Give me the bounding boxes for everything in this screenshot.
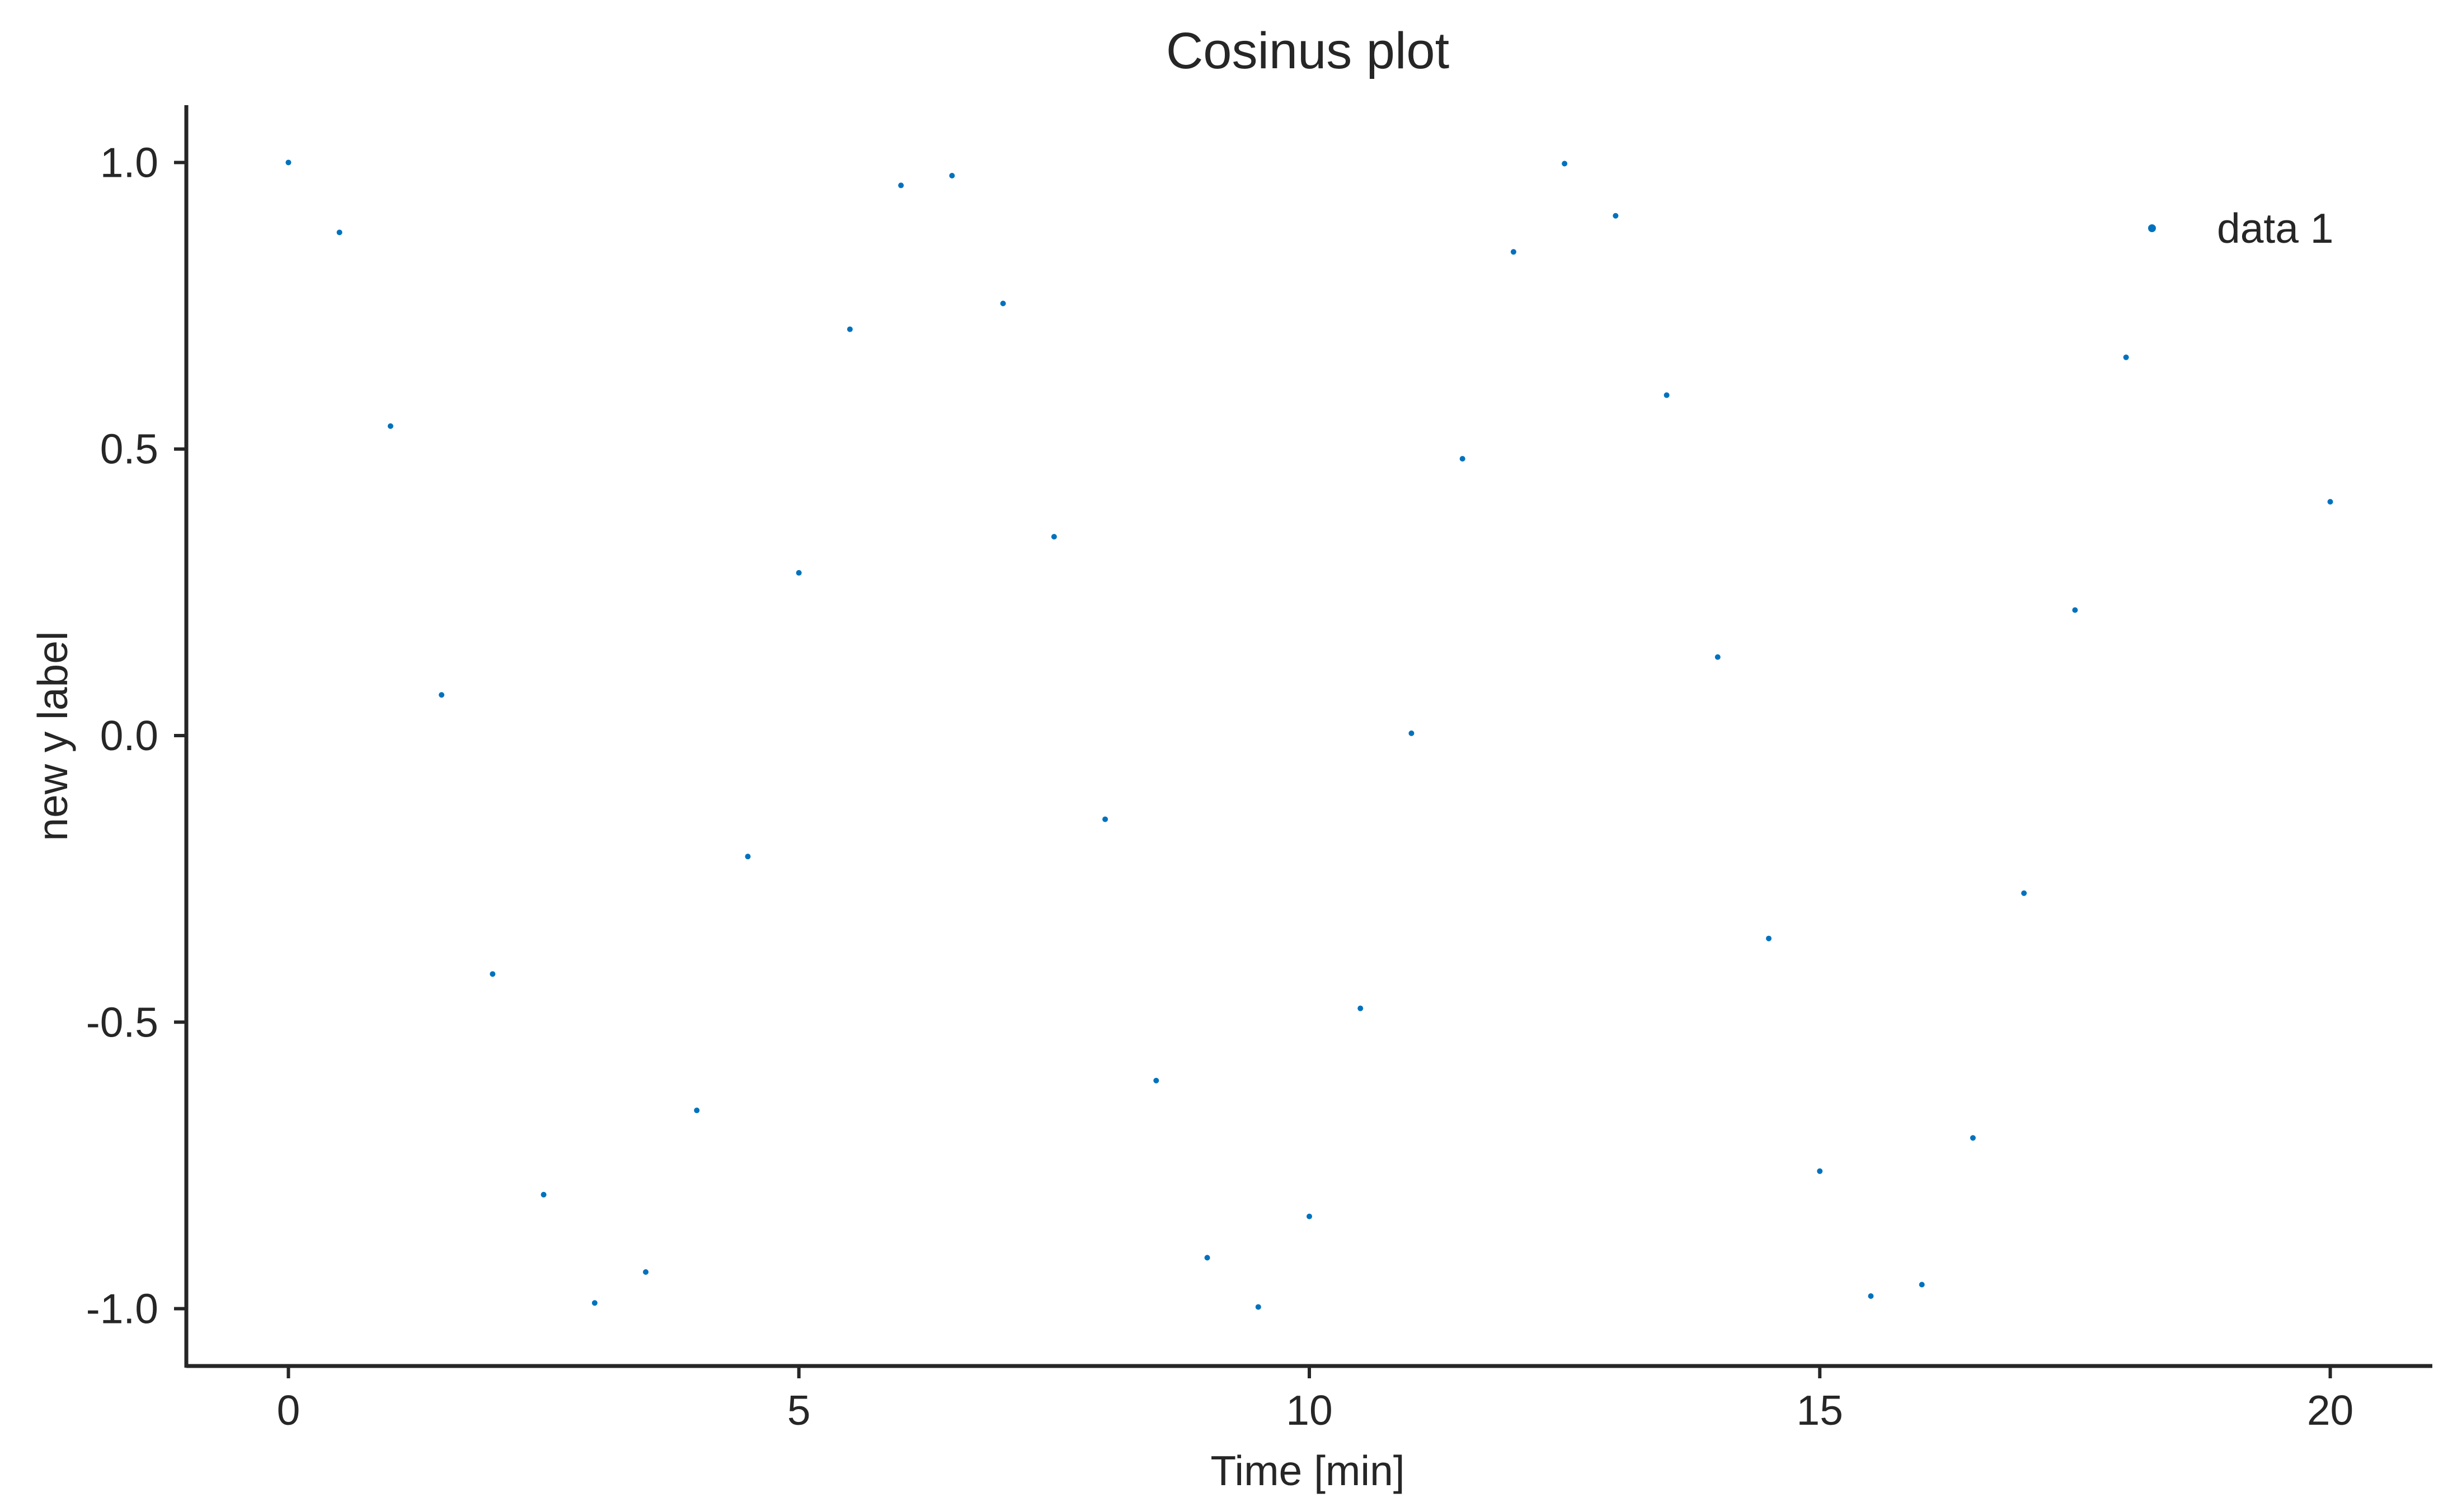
data-point <box>490 971 496 977</box>
data-point <box>439 692 445 698</box>
x-tick-label: 10 <box>1286 1387 1332 1434</box>
y-tick-label: -1.0 <box>86 1285 158 1332</box>
data-point <box>898 182 904 189</box>
data-point <box>1714 654 1721 660</box>
y-ticks: -1.0 -0.5 0.0 0.5 1.0 <box>86 139 186 1332</box>
data-point <box>1307 1213 1312 1219</box>
data-point <box>1459 456 1465 462</box>
data-point <box>1408 730 1415 736</box>
data-point <box>1613 213 1619 219</box>
data-point <box>1000 300 1006 307</box>
data-point <box>591 1300 598 1306</box>
data-point <box>1817 1168 1823 1174</box>
y-tick-label: 0.0 <box>100 712 158 759</box>
y-tick-label: -0.5 <box>86 998 158 1045</box>
data-point <box>643 1269 649 1275</box>
y-tick-label: 1.0 <box>100 139 158 186</box>
plot-axes <box>184 105 2432 1368</box>
data-point <box>745 854 751 860</box>
chart-title: Cosinus plot <box>1166 22 1449 79</box>
data-point <box>387 423 393 429</box>
x-tick-label: 0 <box>277 1387 300 1434</box>
data-point <box>285 159 292 166</box>
data-point <box>336 229 342 235</box>
data-point <box>1204 1255 1210 1261</box>
y-axis-label: new y label <box>29 631 76 841</box>
x-axis-label: Time [min] <box>1210 1447 1404 1494</box>
legend-marker <box>2148 224 2156 232</box>
x-ticks: 0 5 10 15 20 <box>277 1366 2353 1434</box>
data-point <box>1153 1077 1159 1084</box>
data-point <box>847 326 853 332</box>
data-point <box>1664 392 1670 398</box>
data-point <box>2072 607 2078 613</box>
data-points <box>285 159 2333 1310</box>
x-tick-label: 20 <box>2307 1387 2353 1434</box>
x-tick-label: 5 <box>787 1387 811 1434</box>
data-point <box>1051 534 1057 540</box>
data-point <box>2021 890 2027 896</box>
data-point <box>1562 161 1568 167</box>
data-point <box>1919 1282 1925 1288</box>
data-point <box>1970 1135 1976 1141</box>
data-point <box>949 173 955 179</box>
data-point <box>1102 816 1108 822</box>
legend: data 1 <box>2148 205 2334 252</box>
data-point <box>796 570 802 576</box>
legend-label-data-1: data 1 <box>2217 205 2334 252</box>
data-point <box>2123 354 2129 360</box>
data-point <box>1357 1005 1364 1011</box>
data-point <box>1255 1304 1261 1310</box>
data-point <box>1766 935 1772 941</box>
data-point <box>1510 249 1516 255</box>
y-tick-label: 0.5 <box>100 426 158 473</box>
data-point <box>2327 498 2333 505</box>
data-point <box>1868 1293 1874 1299</box>
data-point <box>541 1191 547 1198</box>
x-tick-label: 15 <box>1797 1387 1843 1434</box>
data-point <box>694 1108 700 1114</box>
